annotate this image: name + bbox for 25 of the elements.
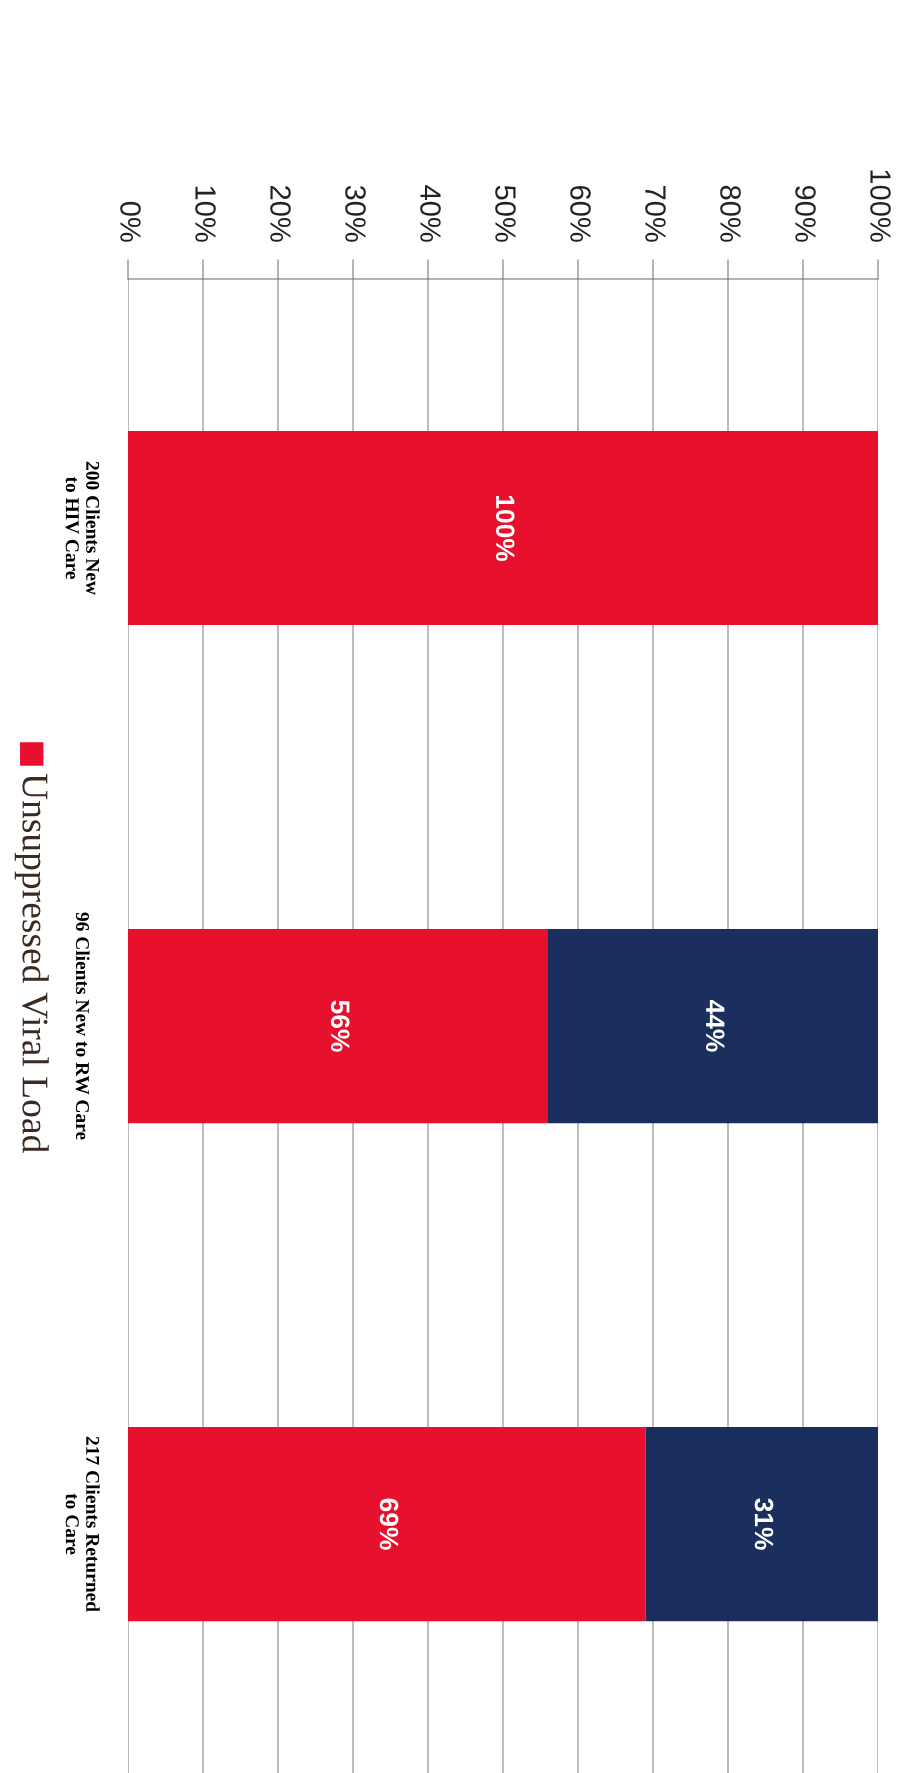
x-tick-label: 90% [795,185,816,242]
x-tick-label: 10% [195,186,216,242]
y-tick-label: 200 Clients New to HIV Care [65,461,100,595]
bar [128,928,548,1124]
data-label: 31% [754,1498,774,1550]
bar [645,1426,878,1622]
data-label: 69% [379,1498,399,1550]
data-label: 44% [705,1000,725,1052]
x-tick-label: 20% [270,185,291,242]
bar [128,1426,646,1622]
x-tick-label: 60% [570,186,591,242]
x-tick-label: 100% [870,170,891,242]
data-label: 56% [330,1000,350,1052]
legend-label: Unsuppressed Viral Load [14,773,49,1153]
data-label: 100% [495,495,515,562]
x-tick-label: 40% [420,185,441,242]
x-tick-label: 80% [720,185,741,242]
bar [128,430,878,626]
y-tick-label: 96 Clients New to RW Care [75,912,90,1140]
x-tick-label: 70% [645,186,666,242]
x-tick-label: 50% [495,185,516,242]
x-tick-label: 30% [345,185,366,242]
bar [548,928,878,1124]
y-tick-label: 217 Clients Returned to Care [65,1436,100,1612]
x-tick-label: 0% [120,201,141,242]
